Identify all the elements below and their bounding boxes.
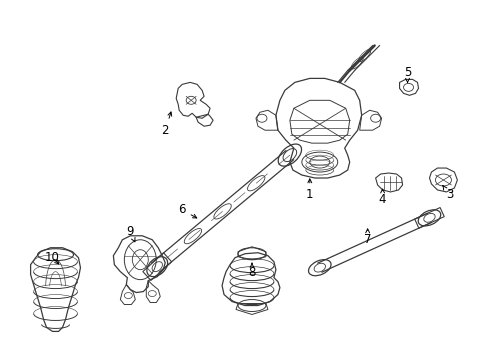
Text: 2: 2 [162,112,172,137]
Text: 6: 6 [178,203,197,218]
Text: 8: 8 [248,263,256,279]
Text: 3: 3 [443,185,453,202]
Text: 9: 9 [126,225,135,242]
Text: 4: 4 [379,189,386,206]
Text: 1: 1 [306,179,314,202]
Text: 10: 10 [45,251,60,264]
Text: 5: 5 [404,66,411,82]
Text: 7: 7 [364,229,371,246]
